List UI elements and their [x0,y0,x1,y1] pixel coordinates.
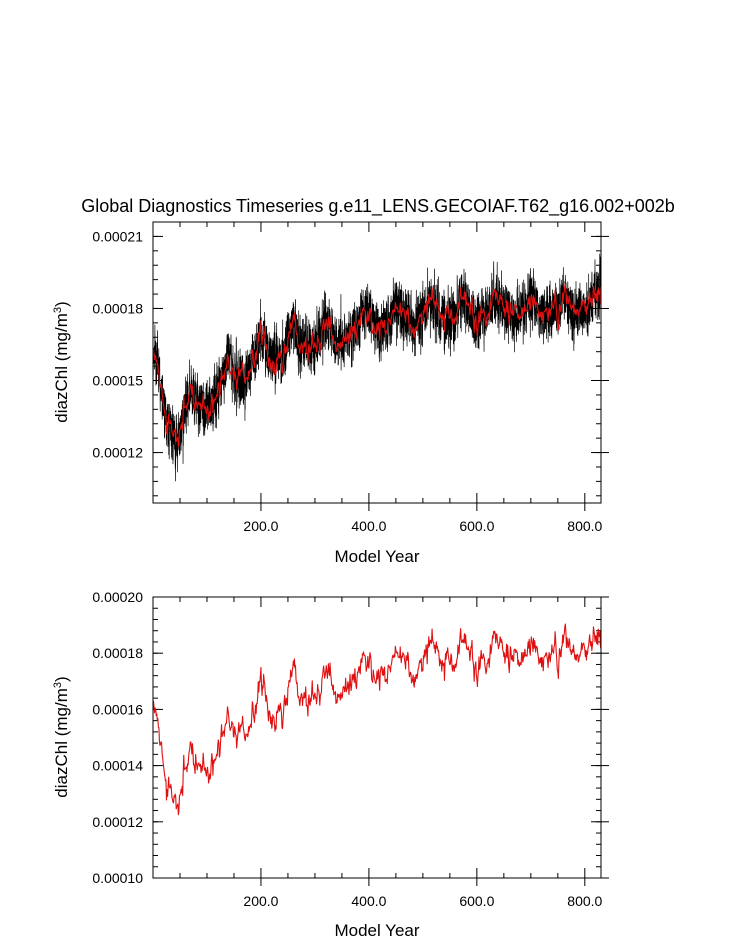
top-y-tick-label: 0.00015 [92,373,143,389]
top-x-tick-label: 800.0 [567,518,602,534]
bottom-y-label-main: diazChl (mg/m [52,688,71,798]
top-x-axis-label: Model Year [334,547,419,566]
top-y-label-sup: 3 [52,307,64,313]
top-y-axis-label: diazChl (mg/m3) [52,301,71,422]
bottom-x-tick-label: 400.0 [351,893,386,909]
top-y-label-end: ) [52,301,71,307]
bottom-x-axis-label: Model Year [334,921,419,940]
bottom-plot-frame [152,596,602,879]
bottom-y-axis-label: diazChl (mg/m3) [52,676,71,797]
bottom-panel: 200.0 400.0 600.0 800.0 0.00010 0.00012 0.0001… [52,589,609,940]
top-series-annual-mean [152,282,602,448]
bottom-y-label-sup: 3 [52,682,64,688]
top-tick-labels: 200.0 400.0 600.0 800.0 0.00012 0.00015 0.0001… [92,228,602,534]
bottom-y-tick-label: 0.00016 [92,701,143,717]
figure-title: Global Diagnostics Timeseries g.e11_LENS… [81,196,675,217]
bottom-y-tick-label: 0.00010 [92,870,143,886]
top-series [152,253,602,482]
bottom-x-tick-label: 800.0 [567,893,602,909]
top-x-tick-label: 400.0 [351,518,386,534]
bottom-series [152,623,602,816]
top-plot-frame [152,221,602,504]
top-x-tick-label: 200.0 [243,518,278,534]
bottom-y-tick-label: 0.00018 [92,645,143,661]
bottom-tick-labels: 200.0 400.0 600.0 800.0 0.00010 0.00012 0.0001… [92,589,602,909]
top-axis-ticks [153,221,609,511]
bottom-x-tick-label: 600.0 [459,893,494,909]
top-y-label-main: diazChl (mg/m [52,313,71,423]
bottom-x-tick-label: 200.0 [243,893,278,909]
top-series-monthly [152,253,602,482]
top-x-tick-label: 600.0 [459,518,494,534]
top-y-tick-label: 0.00021 [92,228,143,244]
bottom-y-tick-label: 0.00020 [92,589,143,605]
top-y-tick-label: 0.00018 [92,300,143,316]
bottom-y-label-end: ) [52,676,71,682]
bottom-y-tick-label: 0.00014 [92,758,143,774]
top-y-tick-label: 0.00012 [92,445,143,461]
bottom-y-tick-label: 0.00012 [92,814,143,830]
bottom-series-annual-mean [152,623,602,816]
top-panel: 200.0 400.0 600.0 800.0 0.00012 0.00015 0.0001… [52,221,609,566]
bottom-axis-ticks [153,596,609,886]
